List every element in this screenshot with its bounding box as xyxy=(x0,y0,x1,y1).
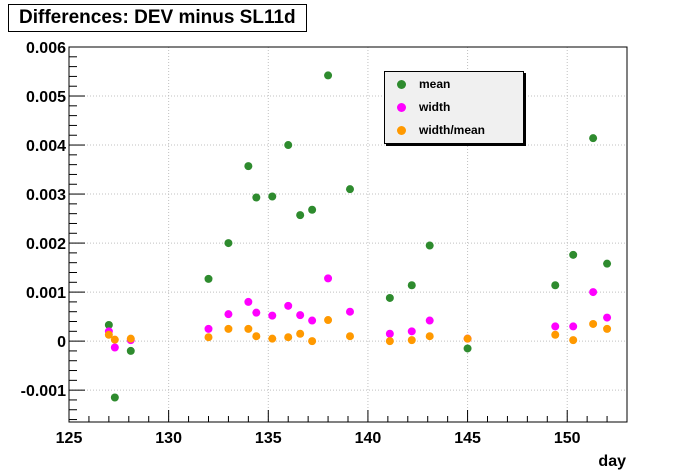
plot-frame xyxy=(68,46,628,423)
x-tick-label: 150 xyxy=(554,430,581,447)
mean-marker-icon xyxy=(397,79,406,89)
y-tick-label: 0.002 xyxy=(26,236,66,253)
legend-label-width-mean: width/mean xyxy=(419,123,486,137)
chart-title: Differences: DEV minus SL11d xyxy=(8,4,307,32)
point-width-mean xyxy=(104,330,113,339)
point-width xyxy=(569,322,578,331)
width-mean-marker-icon xyxy=(397,125,406,135)
legend-item-width: width xyxy=(385,97,450,117)
point-mean xyxy=(345,185,354,194)
point-width-mean xyxy=(268,334,277,343)
point-width-mean xyxy=(589,319,598,328)
point-mean xyxy=(284,141,293,150)
point-mean xyxy=(324,71,333,80)
point-width-mean xyxy=(296,329,305,338)
point-width xyxy=(224,310,233,319)
y-tick-label: 0.004 xyxy=(26,138,66,155)
point-mean xyxy=(110,393,119,402)
point-width-mean xyxy=(224,324,233,333)
legend-label-mean: mean xyxy=(419,77,451,91)
x-tick-label: 145 xyxy=(454,430,481,447)
point-width xyxy=(252,308,261,317)
point-mean xyxy=(308,205,317,214)
legend-item-mean: mean xyxy=(385,74,450,94)
point-width-mean xyxy=(425,332,434,341)
point-width xyxy=(589,288,598,297)
point-width-mean xyxy=(110,335,119,344)
legend-item-width-mean: width/mean xyxy=(385,120,485,140)
y-tick-label: 0 xyxy=(57,334,66,351)
point-mean xyxy=(569,250,578,259)
point-width xyxy=(268,311,277,320)
grid-layer xyxy=(68,46,627,422)
point-width-mean xyxy=(126,334,135,343)
point-width xyxy=(244,297,253,306)
point-mean xyxy=(385,293,394,302)
y-tick-label: 0.006 xyxy=(26,40,66,57)
point-mean xyxy=(126,346,135,355)
point-width xyxy=(385,329,394,338)
axis-layer: 125 130 135 140 145 150 -0.001 0 0.001 0.002 0.003… xyxy=(21,40,628,447)
point-width xyxy=(296,311,305,320)
x-tick-label: 140 xyxy=(355,430,382,447)
y-tick-label: -0.001 xyxy=(21,383,66,400)
point-width-mean xyxy=(244,324,253,333)
point-width-mean xyxy=(324,316,333,325)
x-tick-label: 125 xyxy=(56,430,83,447)
point-width-mean xyxy=(407,336,416,345)
point-width xyxy=(603,313,612,322)
marker-layer xyxy=(104,71,612,402)
point-mean xyxy=(603,259,612,268)
point-width xyxy=(345,307,354,316)
point-width xyxy=(407,327,416,336)
point-width xyxy=(551,322,560,331)
point-width xyxy=(204,324,213,333)
point-mean xyxy=(589,134,598,143)
point-width xyxy=(284,301,293,310)
point-width-mean xyxy=(569,336,578,345)
point-width xyxy=(324,274,333,283)
point-width-mean xyxy=(463,334,472,343)
point-width xyxy=(308,316,317,325)
legend: mean width width/mean xyxy=(384,71,524,144)
point-mean xyxy=(224,239,233,248)
point-mean xyxy=(244,162,253,171)
y-tick-label: 0.005 xyxy=(26,89,66,106)
x-tick-label: 135 xyxy=(255,430,282,447)
point-width-mean xyxy=(385,337,394,346)
point-width xyxy=(110,343,119,352)
point-mean xyxy=(425,241,434,250)
x-axis-label: day xyxy=(598,453,626,470)
point-mean xyxy=(463,344,472,353)
point-width-mean xyxy=(252,332,261,341)
point-width-mean xyxy=(284,333,293,342)
point-mean xyxy=(407,281,416,290)
point-mean xyxy=(268,192,277,201)
width-marker-icon xyxy=(397,102,406,112)
y-tick-label: 0.003 xyxy=(26,187,66,204)
point-mean xyxy=(104,320,113,329)
point-mean xyxy=(551,281,560,290)
point-width-mean xyxy=(345,332,354,341)
point-mean xyxy=(204,274,213,283)
point-mean xyxy=(296,211,305,220)
y-tick-label: 0.001 xyxy=(26,285,66,302)
point-width xyxy=(425,316,434,325)
point-width-mean xyxy=(603,324,612,333)
x-tick-label: 130 xyxy=(155,430,182,447)
point-width-mean xyxy=(204,333,213,342)
point-width-mean xyxy=(551,330,560,339)
point-mean xyxy=(252,193,261,202)
legend-label-width: width xyxy=(419,100,451,114)
point-width-mean xyxy=(308,337,317,346)
